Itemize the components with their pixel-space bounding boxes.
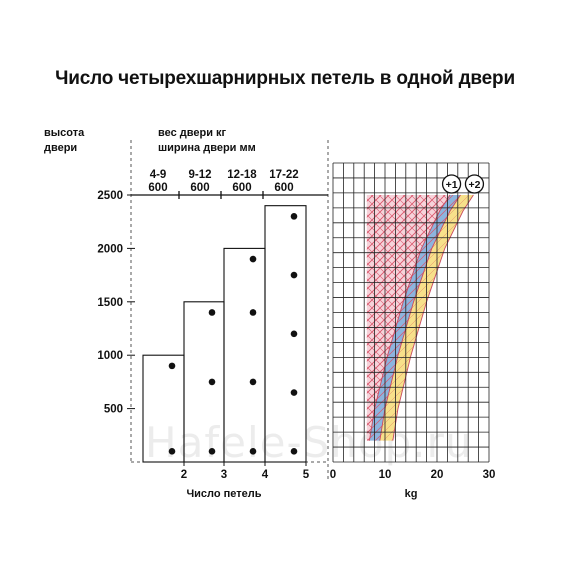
header-weight-label: вес двери кг xyxy=(158,127,227,139)
hinge-dot xyxy=(290,330,298,338)
kg-tick-label: 30 xyxy=(483,469,496,481)
hinge-dot xyxy=(290,389,298,396)
y-tick-label: 2500 xyxy=(97,190,123,202)
hinge-dot xyxy=(208,378,216,386)
y-axis-label-line2: двери xyxy=(44,142,77,154)
header-width-label: ширина двери мм xyxy=(158,142,256,154)
group-width-label: 600 xyxy=(274,182,293,194)
hinge-count-chart: 50010001500200025004-96009-1260012-18600… xyxy=(97,140,329,482)
weight-nomogram: +1 +2 0 10 20 30 xyxy=(330,162,496,481)
door-bar xyxy=(223,247,266,463)
band-marker-circle xyxy=(464,174,485,194)
hinge-dot xyxy=(290,448,298,455)
kg-tick-label: 10 xyxy=(379,469,392,481)
x-tick-label: 4 xyxy=(262,469,269,481)
watermark: Hafele-Shop.ru xyxy=(145,418,473,467)
hinge-dot xyxy=(208,448,216,455)
band-plus2 xyxy=(379,195,474,441)
group-width-label: 600 xyxy=(232,182,251,194)
kg-axis-label: kg xyxy=(405,488,418,500)
x-tick-label: 5 xyxy=(303,469,310,481)
band-marker-label: +1 xyxy=(446,179,458,191)
hinge-dot xyxy=(168,448,176,455)
hinge-dot xyxy=(290,213,298,220)
hinge-dot xyxy=(249,448,257,455)
band-marker-label: +2 xyxy=(468,179,480,191)
hinge-dot xyxy=(290,271,298,279)
red-hatch-area xyxy=(366,195,450,441)
group-weight-label: 9-12 xyxy=(188,169,211,181)
group-width-label: 600 xyxy=(190,182,209,194)
x-tick-label: 2 xyxy=(181,469,187,481)
group-weight-label: 17-22 xyxy=(269,169,298,181)
door-bar xyxy=(142,354,185,463)
page-title: Число четырехшарнирных петель в одной дв… xyxy=(55,68,515,89)
y-tick-label: 500 xyxy=(104,404,123,416)
group-weight-label: 4-9 xyxy=(150,169,167,181)
group-weight-label: 12-18 xyxy=(227,169,257,181)
y-tick-label: 1500 xyxy=(97,297,123,309)
kg-tick-label: 20 xyxy=(431,469,444,481)
y-axis-label-line1: высота xyxy=(44,127,85,139)
kg-tick-label: 0 xyxy=(330,469,336,481)
x-axis-label: Число петель xyxy=(186,488,261,500)
x-tick-label: 3 xyxy=(221,469,227,481)
door-bar xyxy=(183,301,225,463)
group-width-label: 600 xyxy=(148,182,167,194)
y-tick-label: 1000 xyxy=(97,350,123,362)
door-bar xyxy=(264,205,307,463)
hinge-dot xyxy=(208,309,216,316)
hinge-dot xyxy=(249,378,257,386)
band-marker-circle xyxy=(441,174,462,194)
y-tick-label: 2000 xyxy=(97,243,123,255)
hinge-dot xyxy=(249,255,257,263)
hinge-dot xyxy=(168,362,176,370)
hinge-dot xyxy=(249,309,257,316)
